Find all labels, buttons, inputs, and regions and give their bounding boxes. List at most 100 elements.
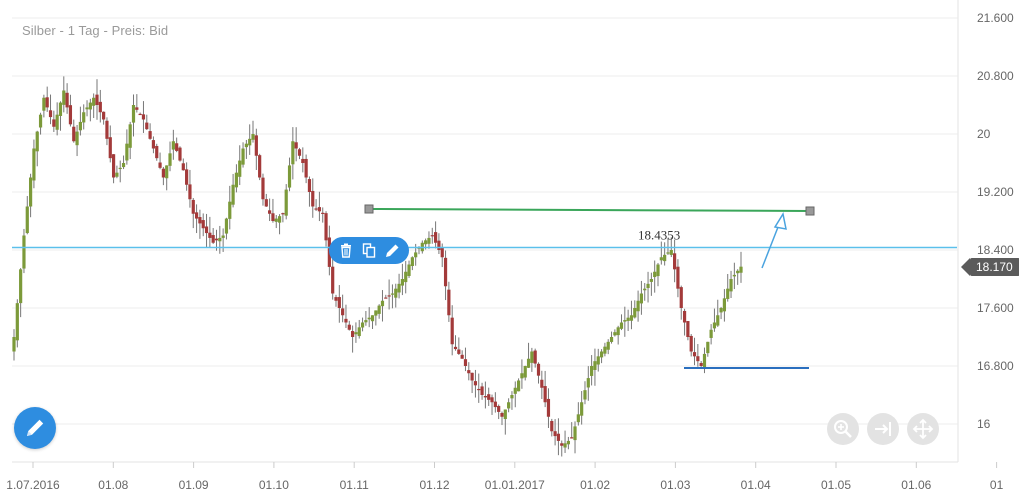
candle-body [666,252,670,254]
candle-body [457,349,461,354]
pencil-icon[interactable] [383,242,401,260]
candle-body [659,257,663,261]
candle-body [151,140,156,149]
candle-body [380,300,385,307]
candle-body [241,148,245,165]
candle-body [590,366,594,376]
drawings-layer[interactable]: 18.4353 [12,204,957,369]
candle-body [82,112,86,123]
candle-body [546,398,551,417]
x-tick-label: 01.02 [580,478,610,492]
candle-body [374,310,378,316]
candle-body [493,401,497,408]
candle-body [689,335,693,352]
candle-body [606,341,610,350]
candle-body [234,172,239,188]
candle-body [560,443,564,446]
y-tick-label: 21.600 [977,11,1014,25]
arrow-head[interactable] [773,211,787,230]
candle-body [573,426,577,441]
current-price-badge: 18.170 [961,258,1019,276]
candle-body [148,131,152,139]
zoom-icon [834,420,852,438]
candle-body [716,315,720,326]
candle-body [268,210,272,214]
trend-line[interactable] [368,208,811,212]
candle-body [510,395,514,399]
candle-body [593,361,597,370]
candle-body [639,293,644,304]
candle-body [596,356,600,365]
copy-icon[interactable] [360,242,378,260]
candle-body [334,297,338,301]
candle-body [165,165,169,179]
candle-body [138,113,142,116]
candle-body [487,394,491,400]
candle-body [58,102,63,116]
x-tick-label: 01.12 [419,478,449,492]
trend-handle-start[interactable] [364,204,374,214]
candle-body [719,308,723,313]
candle-body [729,279,733,292]
candle-body [553,431,557,437]
candle-body [25,206,29,234]
candle-body [108,137,112,159]
candle-body [706,341,710,354]
candle-body [135,107,139,110]
candle-body [676,266,680,289]
candle-body [736,270,740,274]
candle-body [12,337,16,352]
candle-body [696,356,700,362]
candle-body [367,317,371,320]
candle-body [616,327,620,336]
candle-body [497,405,501,412]
arrow-shaft[interactable] [761,221,781,269]
candle-body [121,163,126,168]
candle-body [384,297,388,299]
candle-body [55,114,59,130]
candle-body [224,218,229,234]
candle-body [699,362,703,366]
candle-body [523,366,527,378]
candle-body [185,169,189,185]
y-tick-label: 18.400 [977,243,1014,257]
candle-body [261,177,265,200]
candle-body [32,148,36,181]
candle-body [181,163,185,171]
candle-body [526,358,531,368]
candle-body [443,257,448,287]
x-tick-label: 01.11 [340,478,369,492]
candle-body [503,409,507,420]
candle-body [294,142,298,149]
scroll-to-end-button[interactable] [867,413,899,445]
candle-body [168,153,172,166]
candle-body [52,119,56,127]
candle-body [722,298,727,312]
candle-body [331,266,335,294]
drawing-toolbar[interactable] [329,237,409,264]
candle-body [540,379,544,388]
candle-body [490,397,494,403]
trash-icon[interactable] [337,242,355,260]
candle-body [477,388,481,391]
candle-body [712,322,717,329]
candle-body [175,143,179,151]
candle-body [370,315,375,322]
candle-body [244,143,248,148]
candle-body [400,279,404,286]
candle-body [258,155,262,178]
trend-handle-end[interactable] [805,206,815,216]
candle-body [131,105,136,123]
zoom-button[interactable] [827,413,859,445]
pan-button[interactable] [907,413,939,445]
candle-body [570,437,574,439]
draw-tool-button[interactable] [14,407,56,449]
candle-body [404,271,408,283]
candle-body [85,107,89,110]
candle-body [732,274,736,277]
y-tick-label: 16.800 [977,359,1014,373]
candle-body [141,114,146,120]
candle-body [563,443,567,448]
candle-body [284,189,288,216]
candle-body [201,220,205,229]
